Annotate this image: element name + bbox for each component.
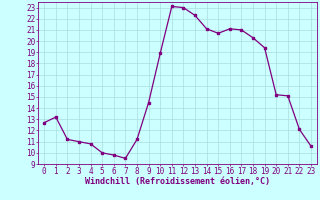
X-axis label: Windchill (Refroidissement éolien,°C): Windchill (Refroidissement éolien,°C)	[85, 177, 270, 186]
